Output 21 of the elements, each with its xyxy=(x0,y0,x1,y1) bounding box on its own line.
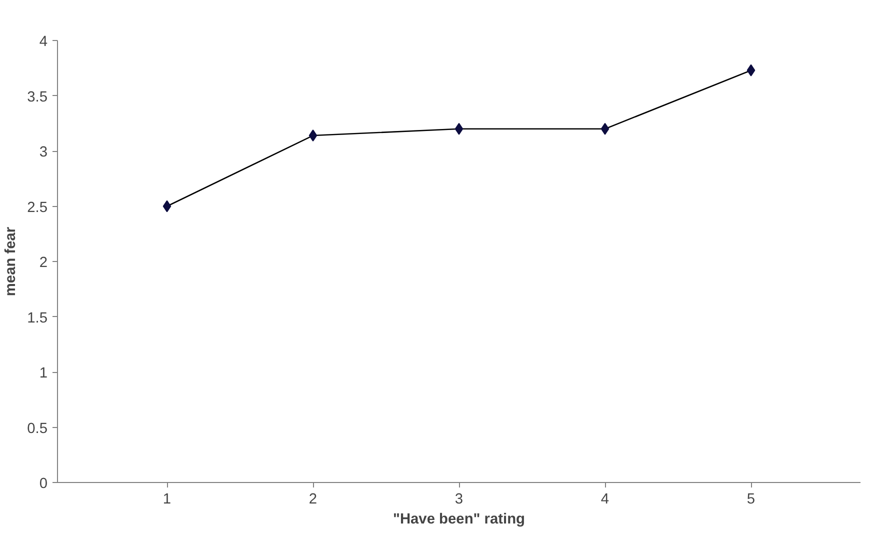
x-tick-label: 5 xyxy=(746,492,756,508)
y-tick-label: 3 xyxy=(39,144,48,160)
x-tick-label: 2 xyxy=(308,492,318,508)
y-tick-label: 0.5 xyxy=(27,420,48,437)
y-tick-label: 4 xyxy=(39,34,48,50)
y-tick-label: 3.5 xyxy=(27,89,48,106)
point xyxy=(746,64,756,76)
x-axis-title: "Have been" rating xyxy=(393,512,525,528)
point xyxy=(600,122,610,135)
y-tick-label: 2.5 xyxy=(27,200,48,216)
x-tick-label: 1 xyxy=(162,492,172,508)
y-tick-label: 1 xyxy=(39,366,48,382)
point xyxy=(308,130,318,142)
y-tick-label: 0 xyxy=(39,476,48,492)
y-axis-title: mean fear xyxy=(3,226,20,296)
point xyxy=(454,122,464,135)
point xyxy=(162,200,172,212)
x-tick-label: 3 xyxy=(454,492,464,508)
y-tick-label: 1.5 xyxy=(27,310,48,326)
y-tick-label: 2 xyxy=(39,255,48,271)
x-tick-label: 4 xyxy=(600,492,610,508)
